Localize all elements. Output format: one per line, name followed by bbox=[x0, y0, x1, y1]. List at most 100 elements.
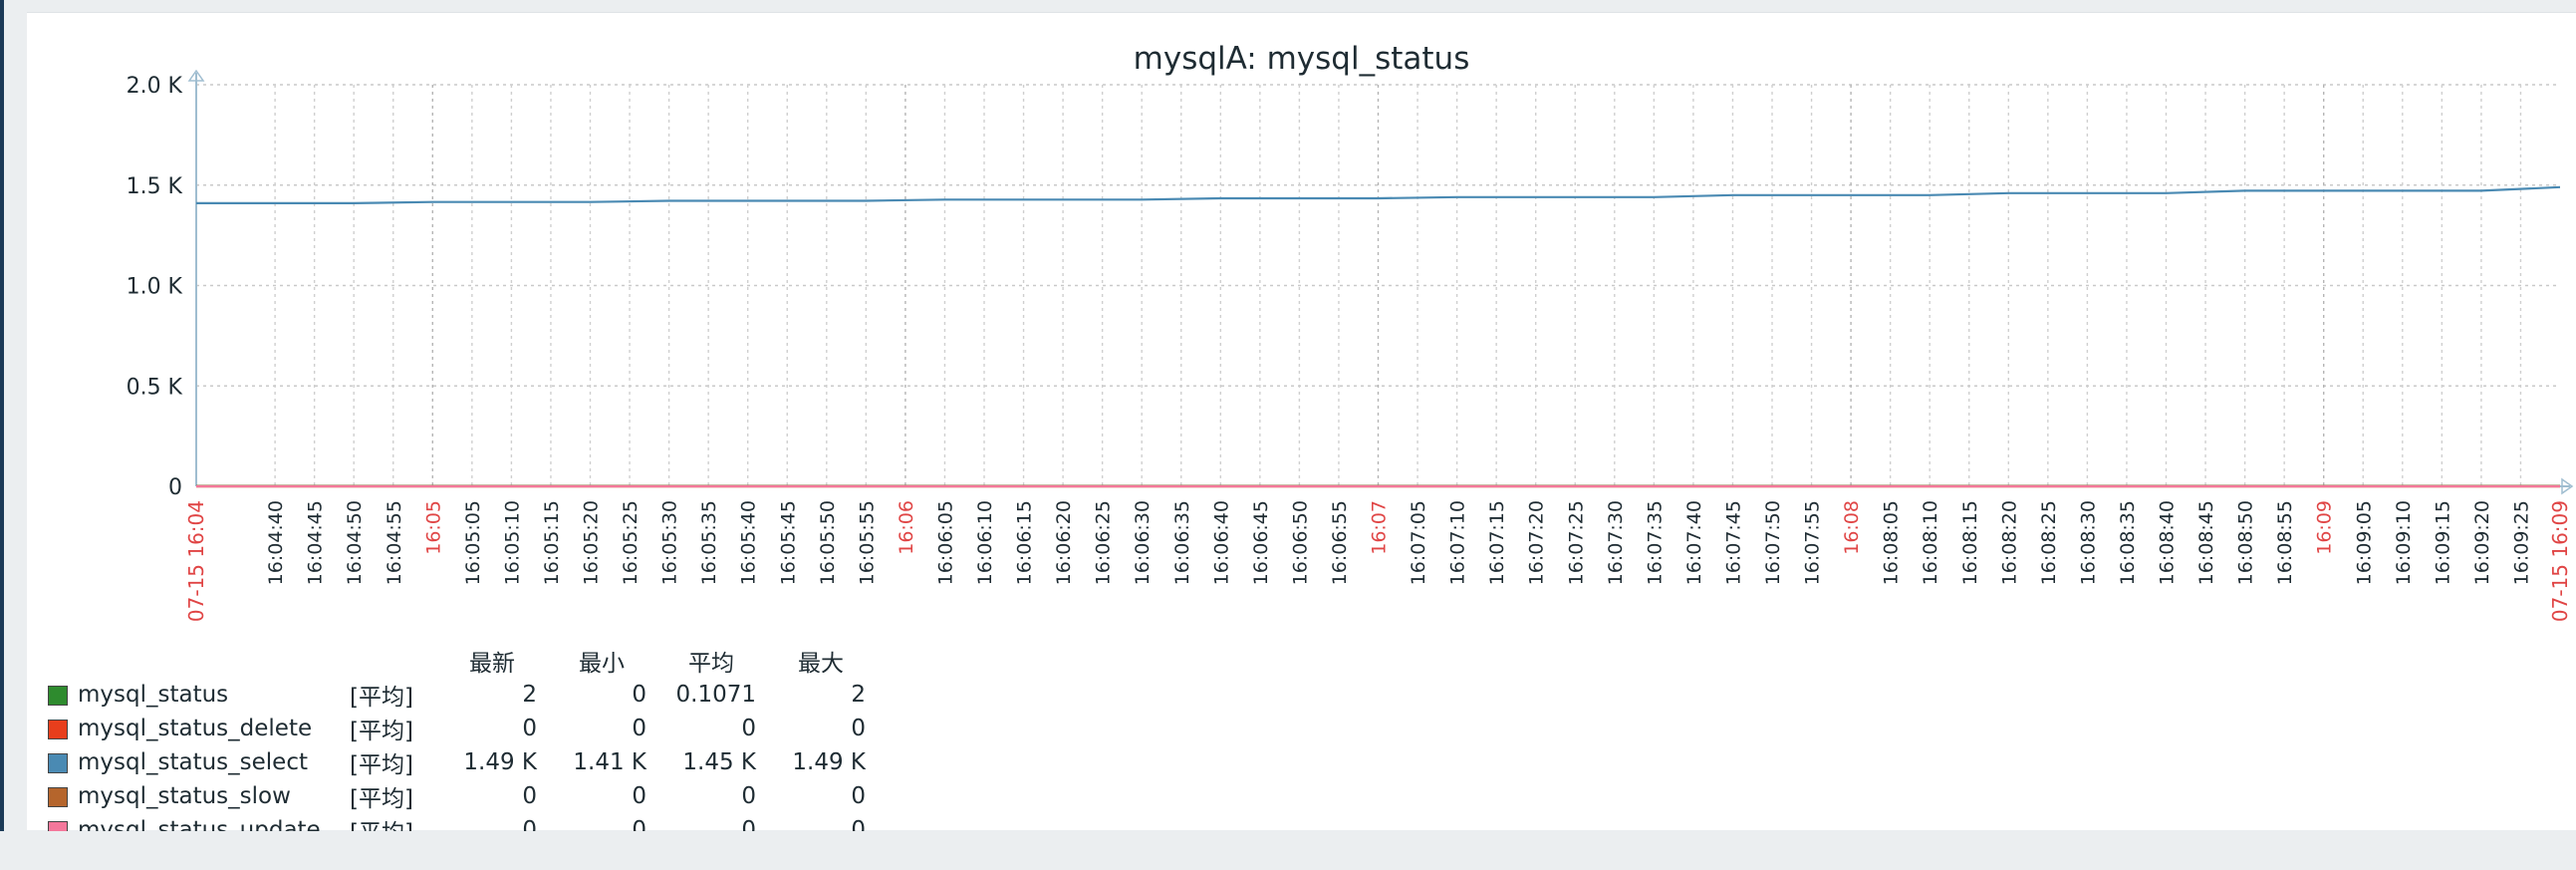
x-tick-label: 16:07:50 bbox=[1762, 500, 1784, 585]
legend-item-max: 1.49 K bbox=[792, 749, 866, 775]
legend-item-min: 0 bbox=[632, 682, 646, 708]
x-edge-label: 07-15 16:04 bbox=[184, 500, 208, 622]
legend-item-function: [平均] bbox=[350, 786, 413, 812]
y-tick-label: 0 bbox=[168, 475, 182, 500]
left-edge-strip bbox=[0, 0, 4, 870]
x-tick-label: 16:07:35 bbox=[1644, 500, 1666, 585]
x-tick-label: 16:08:15 bbox=[1959, 500, 1981, 585]
legend-item-max: 0 bbox=[851, 716, 866, 741]
y-tick-label: 2.0 K bbox=[127, 74, 183, 99]
legend-item-name: mysql_status_slow bbox=[78, 783, 291, 809]
x-tick-label: 16:05:30 bbox=[659, 500, 681, 585]
x-tick-label: 16:07:20 bbox=[1526, 500, 1548, 585]
x-tick-label: 16:05 bbox=[422, 500, 444, 555]
legend-swatch bbox=[48, 719, 68, 739]
legend-item-function: [平均] bbox=[350, 685, 413, 711]
x-tick-label: 16:09:05 bbox=[2353, 500, 2375, 585]
x-tick-label: 16:04:45 bbox=[305, 500, 327, 585]
legend: 最新 最小 平均 最大 mysql_status [平均] 2 0 0.1071… bbox=[48, 644, 866, 847]
legend-item-min: 0 bbox=[632, 716, 646, 741]
legend-swatch bbox=[48, 752, 68, 773]
x-tick-label: 16:06:30 bbox=[1132, 500, 1154, 585]
x-tick-label: 16:07:15 bbox=[1486, 500, 1508, 585]
x-tick-label: 16:06:40 bbox=[1210, 500, 1232, 585]
x-tick-label: 16:04:40 bbox=[265, 500, 287, 585]
bottom-band bbox=[0, 831, 2576, 870]
x-tick-label: 16:07:55 bbox=[1802, 500, 1824, 585]
x-tick-label: 16:08:30 bbox=[2077, 500, 2099, 585]
y-tick-label: 0.5 K bbox=[127, 375, 183, 400]
x-tick-label: 16:07 bbox=[1369, 500, 1391, 555]
x-tick-label: 16:06:10 bbox=[974, 500, 996, 585]
x-tick-label: 16:06:25 bbox=[1093, 500, 1115, 585]
legend-row: mysql_status_delete [平均] 0 0 0 0 bbox=[48, 712, 866, 745]
top-band bbox=[4, 0, 2576, 8]
x-tick-label: 16:09:25 bbox=[2510, 500, 2532, 585]
legend-item-min: 0 bbox=[632, 783, 646, 809]
x-tick-label: 16:05:40 bbox=[738, 500, 760, 585]
graph-title: mysqlA: mysql_status bbox=[1133, 41, 1470, 77]
legend-item-last: 2 bbox=[522, 682, 537, 708]
legend-item-function: [平均] bbox=[350, 719, 413, 744]
x-tick-label: 16:09 bbox=[2314, 500, 2336, 555]
x-tick-label: 16:07:40 bbox=[1683, 500, 1705, 585]
legend-item-last: 1.49 K bbox=[463, 749, 537, 775]
x-tick-label: 16:07:10 bbox=[1447, 500, 1469, 585]
x-tick-label: 16:04:50 bbox=[344, 500, 366, 585]
x-tick-label: 16:09:15 bbox=[2432, 500, 2453, 585]
x-tick-label: 16:05:50 bbox=[817, 500, 839, 585]
legend-swatch bbox=[48, 685, 68, 706]
legend-header-last: 最新 bbox=[469, 651, 515, 677]
y-tick-label: 1.5 K bbox=[127, 174, 183, 199]
legend-row: mysql_status [平均] 2 0 0.1071 2 bbox=[48, 678, 866, 712]
x-tick-label: 16:05:35 bbox=[698, 500, 720, 585]
x-tick-label: 16:05:45 bbox=[777, 500, 799, 585]
x-tick-label: 16:06:35 bbox=[1171, 500, 1193, 585]
legend-header-max: 最大 bbox=[798, 651, 844, 677]
x-tick-label: 16:05:20 bbox=[581, 500, 603, 585]
legend-item-max: 2 bbox=[851, 682, 866, 708]
legend-item-min: 1.41 K bbox=[573, 749, 646, 775]
x-tick-label: 16:04:55 bbox=[384, 500, 405, 585]
x-tick-label: 16:06 bbox=[896, 500, 917, 555]
legend-item-avg: 0 bbox=[741, 716, 756, 741]
x-tick-label: 16:07:30 bbox=[1605, 500, 1627, 585]
legend-item-name: mysql_status_select bbox=[78, 749, 308, 775]
x-tick-label: 16:06:15 bbox=[1014, 500, 1036, 585]
x-tick-label: 16:07:25 bbox=[1565, 500, 1587, 585]
legend-header-min: 最小 bbox=[579, 651, 625, 677]
x-tick-label: 16:06:45 bbox=[1250, 500, 1272, 585]
x-tick-label: 16:06:55 bbox=[1329, 500, 1351, 585]
x-tick-label: 16:05:25 bbox=[620, 500, 642, 585]
x-tick-label: 16:08:05 bbox=[1881, 500, 1903, 585]
x-tick-label: 16:09:10 bbox=[2393, 500, 2415, 585]
x-tick-label: 16:09:20 bbox=[2471, 500, 2493, 585]
x-tick-label: 16:06:50 bbox=[1289, 500, 1311, 585]
x-axis-arrow bbox=[2561, 477, 2574, 495]
x-tick-label: 16:08:35 bbox=[2117, 500, 2139, 585]
legend-item-avg: 0.1071 bbox=[675, 682, 756, 708]
x-tick-label: 16:06:05 bbox=[934, 500, 956, 585]
x-tick-label: 16:08 bbox=[1841, 500, 1863, 555]
legend-item-avg: 1.45 K bbox=[682, 749, 756, 775]
legend-item-name: mysql_status bbox=[78, 682, 229, 708]
x-tick-label: 16:08:50 bbox=[2235, 500, 2257, 585]
legend-item-max: 0 bbox=[851, 783, 866, 809]
x-tick-label: 16:08:55 bbox=[2274, 500, 2296, 585]
legend-swatch bbox=[48, 786, 68, 807]
legend-row: mysql_status_slow [平均] 0 0 0 0 bbox=[48, 779, 866, 813]
x-edge-label: 07-15 16:09 bbox=[2548, 500, 2572, 622]
x-tick-label: 16:05:10 bbox=[501, 500, 523, 585]
y-tick-label: 1.0 K bbox=[127, 275, 183, 300]
legend-item-last: 0 bbox=[522, 783, 537, 809]
x-tick-label: 16:05:15 bbox=[541, 500, 563, 585]
legend-item-function: [平均] bbox=[350, 752, 413, 778]
x-tick-label: 16:07:05 bbox=[1408, 500, 1429, 585]
x-tick-label: 16:08:40 bbox=[2157, 500, 2179, 585]
legend-header-avg: 平均 bbox=[688, 651, 734, 677]
x-tick-label: 16:06:20 bbox=[1053, 500, 1075, 585]
x-tick-label: 16:08:20 bbox=[1998, 500, 2020, 585]
x-tick-label: 16:08:25 bbox=[2038, 500, 2060, 585]
x-tick-label: 16:05:55 bbox=[856, 500, 878, 585]
y-axis-arrow bbox=[187, 69, 205, 82]
